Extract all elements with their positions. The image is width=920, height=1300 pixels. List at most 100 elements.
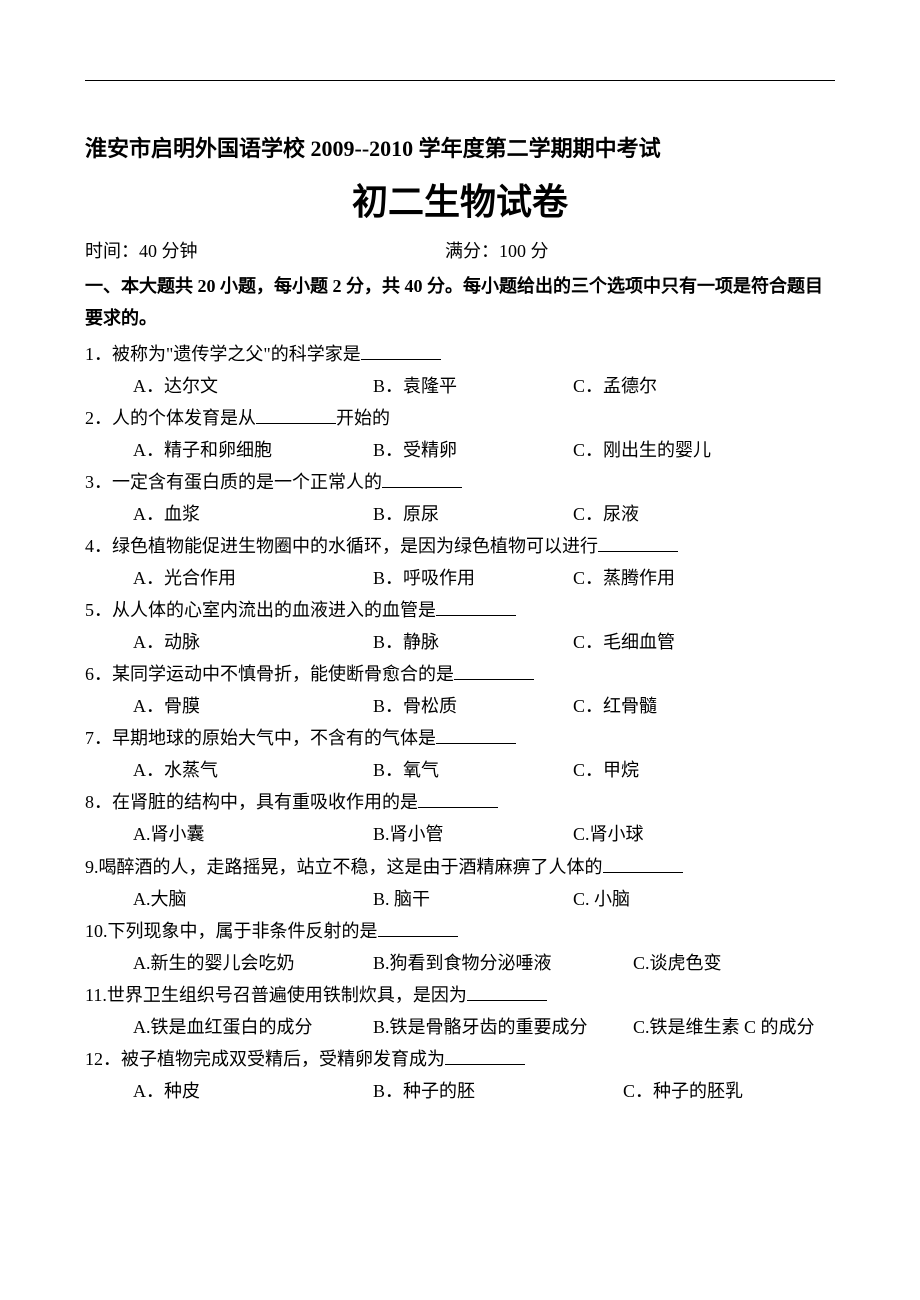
option-b: B．静脉	[373, 626, 573, 658]
answer-blank	[382, 470, 462, 488]
option-c: C．孟德尔	[573, 370, 773, 402]
question-stem: 从人体的心室内流出的血液进入的血管是	[112, 600, 436, 620]
option-c: C．红骨髓	[573, 690, 773, 722]
question-text: 2．人的个体发育是从 开始的	[85, 402, 835, 434]
option-b: B．氧气	[373, 754, 573, 786]
question-options: A．血浆B．原尿C．尿液	[85, 498, 835, 530]
option-a: A.铁是血红蛋白的成分	[133, 1011, 373, 1043]
paper-title: 初二生物试卷	[85, 173, 835, 225]
time-score-row: 时间：40 分钟 满分：100 分	[85, 237, 835, 263]
option-a: A．骨膜	[133, 690, 373, 722]
question-text: 9.喝醉酒的人，走路摇晃，站立不稳，这是由于酒精麻痹了人体的	[85, 851, 835, 883]
question-12: 12．被子植物完成双受精后，受精卵发育成为A．种皮B．种子的胚C．种子的胚乳	[85, 1043, 835, 1107]
question-stem: 早期地球的原始大气中，不含有的气体是	[112, 728, 436, 748]
time-label: 时间：40 分钟	[85, 237, 445, 263]
answer-blank	[418, 790, 498, 808]
option-b: B．呼吸作用	[373, 562, 573, 594]
option-a: A．水蒸气	[133, 754, 373, 786]
option-a: A．光合作用	[133, 562, 373, 594]
answer-blank	[436, 726, 516, 744]
question-text: 7．早期地球的原始大气中，不含有的气体是	[85, 722, 835, 754]
question-number: 12．	[85, 1049, 121, 1069]
question-text: 4．绿色植物能促进生物圈中的水循环，是因为绿色植物可以进行	[85, 530, 835, 562]
answer-blank	[378, 919, 458, 937]
option-c: C．种子的胚乳	[623, 1075, 823, 1107]
question-stem: 人的个体发育是从	[112, 408, 256, 428]
answer-blank	[467, 983, 547, 1001]
question-options: A．种皮B．种子的胚C．种子的胚乳	[85, 1075, 835, 1107]
question-stem: 世界卫生组织号召普遍使用铁制炊具，是因为	[107, 985, 467, 1005]
question-2: 2．人的个体发育是从 开始的 A．精子和卵细胞B．受精卵C．刚出生的婴儿	[85, 402, 835, 466]
question-suffix: 开始的	[336, 408, 390, 428]
option-b: B．种子的胚	[373, 1075, 623, 1107]
question-options: A.肾小囊B.肾小管C.肾小球	[85, 818, 835, 850]
question-number: 9.	[85, 857, 99, 877]
question-options: A．动脉B．静脉C．毛细血管	[85, 626, 835, 658]
question-stem: 绿色植物能促进生物圈中的水循环，是因为绿色植物可以进行	[112, 536, 598, 556]
option-a: A.大脑	[133, 883, 373, 915]
question-text: 3．一定含有蛋白质的是一个正常人的	[85, 466, 835, 498]
question-8: 8．在肾脏的结构中，具有重吸收作用的是A.肾小囊B.肾小管C.肾小球	[85, 786, 835, 850]
question-stem: 被子植物完成双受精后，受精卵发育成为	[121, 1049, 445, 1069]
option-b: B．骨松质	[373, 690, 573, 722]
question-number: 1．	[85, 344, 112, 364]
question-options: A.大脑B. 脑干C. 小脑	[85, 883, 835, 915]
answer-blank	[454, 662, 534, 680]
question-stem: 被称为"遗传学之父"的科学家是	[112, 344, 361, 364]
question-text: 6．某同学运动中不慎骨折，能使断骨愈合的是	[85, 658, 835, 690]
answer-blank	[436, 598, 516, 616]
option-b: B．原尿	[373, 498, 573, 530]
question-options: A.铁是血红蛋白的成分B.铁是骨骼牙齿的重要成分C.铁是维生素 C 的成分	[85, 1011, 835, 1043]
option-a: A．动脉	[133, 626, 373, 658]
option-a: A．血浆	[133, 498, 373, 530]
question-number: 2．	[85, 408, 112, 428]
question-5: 5．从人体的心室内流出的血液进入的血管是A．动脉B．静脉C．毛细血管	[85, 594, 835, 658]
option-b: B．袁隆平	[373, 370, 573, 402]
option-c: C.肾小球	[573, 818, 773, 850]
option-a: A．精子和卵细胞	[133, 434, 373, 466]
option-c: C．刚出生的婴儿	[573, 434, 773, 466]
question-3: 3．一定含有蛋白质的是一个正常人的A．血浆B．原尿C．尿液	[85, 466, 835, 530]
section-header: 一、本大题共 20 小题，每小题 2 分，共 40 分。每小题给出的三个选项中只…	[85, 271, 835, 334]
question-stem: 某同学运动中不慎骨折，能使断骨愈合的是	[112, 664, 454, 684]
question-number: 3．	[85, 472, 112, 492]
top-divider	[85, 80, 835, 81]
option-b: B.肾小管	[373, 818, 573, 850]
question-4: 4．绿色植物能促进生物圈中的水循环，是因为绿色植物可以进行A．光合作用B．呼吸作…	[85, 530, 835, 594]
option-b: B．受精卵	[373, 434, 573, 466]
question-number: 8．	[85, 792, 112, 812]
question-number: 6．	[85, 664, 112, 684]
option-b: B.狗看到食物分泌唾液	[373, 947, 633, 979]
question-stem: 下列现象中，属于非条件反射的是	[108, 921, 378, 941]
answer-blank	[361, 342, 441, 360]
question-text: 5．从人体的心室内流出的血液进入的血管是	[85, 594, 835, 626]
option-a: A．达尔文	[133, 370, 373, 402]
question-10: 10.下列现象中，属于非条件反射的是 A.新生的婴儿会吃奶B.狗看到食物分泌唾液C…	[85, 915, 835, 979]
question-text: 12．被子植物完成双受精后，受精卵发育成为	[85, 1043, 835, 1075]
question-options: A.新生的婴儿会吃奶B.狗看到食物分泌唾液C.谈虎色变	[85, 947, 835, 979]
option-b: B.铁是骨骼牙齿的重要成分	[373, 1011, 633, 1043]
question-6: 6．某同学运动中不慎骨折，能使断骨愈合的是A．骨膜B．骨松质C．红骨髓	[85, 658, 835, 722]
option-c: C．甲烷	[573, 754, 773, 786]
option-a: A.新生的婴儿会吃奶	[133, 947, 373, 979]
question-options: A．光合作用B．呼吸作用C．蒸腾作用	[85, 562, 835, 594]
question-number: 7．	[85, 728, 112, 748]
question-options: A．水蒸气B．氧气C．甲烷	[85, 754, 835, 786]
question-options: A．精子和卵细胞B．受精卵C．刚出生的婴儿	[85, 434, 835, 466]
option-c: C．蒸腾作用	[573, 562, 773, 594]
option-c: C.谈虎色变	[633, 947, 833, 979]
question-options: A．达尔文B．袁隆平C．孟德尔	[85, 370, 835, 402]
questions-container: 1．被称为"遗传学之父"的科学家是A．达尔文B．袁隆平C．孟德尔2．人的个体发育…	[85, 338, 835, 1107]
question-options: A．骨膜B．骨松质C．红骨髓	[85, 690, 835, 722]
answer-blank	[598, 534, 678, 552]
question-11: 11.世界卫生组织号召普遍使用铁制炊具，是因为A.铁是血红蛋白的成分B.铁是骨骼…	[85, 979, 835, 1043]
option-a: A.肾小囊	[133, 818, 373, 850]
question-text: 11.世界卫生组织号召普遍使用铁制炊具，是因为	[85, 979, 835, 1011]
option-a: A．种皮	[133, 1075, 373, 1107]
score-label: 满分：100 分	[445, 237, 549, 263]
question-text: 8．在肾脏的结构中，具有重吸收作用的是	[85, 786, 835, 818]
question-9: 9.喝醉酒的人，走路摇晃，站立不稳，这是由于酒精麻痹了人体的A.大脑B. 脑干C…	[85, 851, 835, 915]
question-number: 10.	[85, 921, 108, 941]
option-b: B. 脑干	[373, 883, 573, 915]
question-stem: 一定含有蛋白质的是一个正常人的	[112, 472, 382, 492]
